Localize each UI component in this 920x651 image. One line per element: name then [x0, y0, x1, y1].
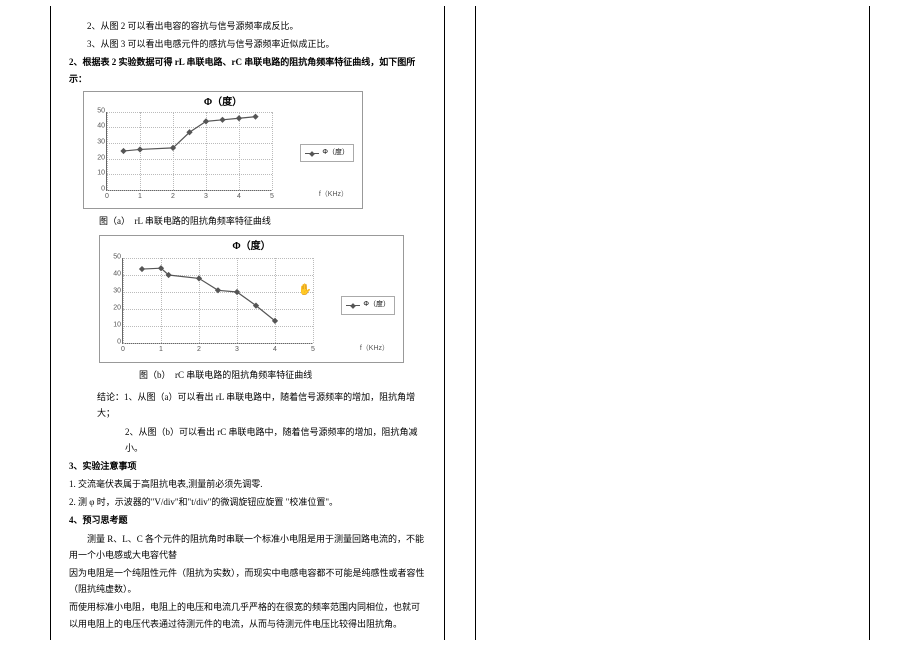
right-page: [475, 6, 870, 640]
left-page: 2、从图 2 可以看出电容的容抗与信号源频率成反比。 3、从图 3 可以看出电感…: [50, 6, 445, 640]
chart-b-legend: Φ（度）: [341, 296, 395, 315]
chart-b-plot: 01020304050012345: [122, 258, 313, 344]
chart-a-title: Φ（度）: [84, 92, 362, 114]
chart-b-caption: 图（b） rC 串联电路的阻抗角频率特征曲线: [139, 367, 426, 383]
chart-a-xlabel: f（KHz）: [319, 189, 348, 202]
chart-a: Φ（度） 01020304050012345 Φ（度） f（KHz）: [83, 91, 363, 209]
chart-b-xlabel: f（KHz）: [360, 343, 389, 356]
cursor-icon: ✋: [298, 281, 312, 301]
chart-b-title: Φ（度）: [100, 236, 403, 258]
paragraph: 测量 R、L、C 各个元件的阻抗角时串联一个标准小电阻是用于测量回路电流的，不能…: [69, 531, 426, 563]
legend-marker: [305, 153, 319, 154]
chart-a-caption: 图（a） rL 串联电路的阻抗角频率特征曲线: [99, 213, 426, 229]
note-line: 2. 测 φ 时，示波器的"V/div"和"t/div"的微调旋钮应旋置 "校准…: [69, 494, 426, 510]
legend-label: Φ（度）: [322, 147, 349, 160]
paragraph: 因为电阻是一个纯阻性元件（阻抗为实数），而现实中电感电容都不可能是纯感性或者容性…: [69, 565, 426, 597]
note-line: 1. 交流毫伏表属于高阻抗电表,测量前必须先调零.: [69, 476, 426, 492]
legend-label: Φ（度）: [363, 299, 390, 312]
chart-a-legend: Φ（度）: [300, 144, 354, 163]
section-heading: 3、实验注意事项: [69, 458, 426, 474]
section-heading: 4、预习思考题: [69, 512, 426, 528]
conclusion-line: 结论：1、从图（a）可以看出 rL 串联电路中，随着信号源频率的增加，阻抗角增大…: [69, 389, 426, 421]
chart-b: Φ（度） 01020304050012345 Φ（度） f（KHz） ✋: [99, 235, 404, 363]
section-heading: 2、根据表 2 实验数据可得 rL 串联电路、rC 串联电路的阻抗角频率特征曲线…: [69, 54, 426, 86]
chart-a-plot: 01020304050012345: [106, 112, 272, 191]
legend-marker: [346, 305, 360, 306]
text-line: 3、从图 3 可以看出电感元件的感抗与信号源频率近似成正比。: [69, 36, 426, 52]
text-line: 2、从图 2 可以看出电容的容抗与信号源频率成反比。: [69, 18, 426, 34]
conclusion-line: 2、从图（b）可以看出 rC 串联电路中，随着信号源频率的增加，阻抗角减小。: [69, 424, 426, 456]
paragraph: 而使用标准小电阻，电阻上的电压和电流几乎严格的在很宽的频率范围内同相位，也就可以…: [69, 599, 426, 631]
